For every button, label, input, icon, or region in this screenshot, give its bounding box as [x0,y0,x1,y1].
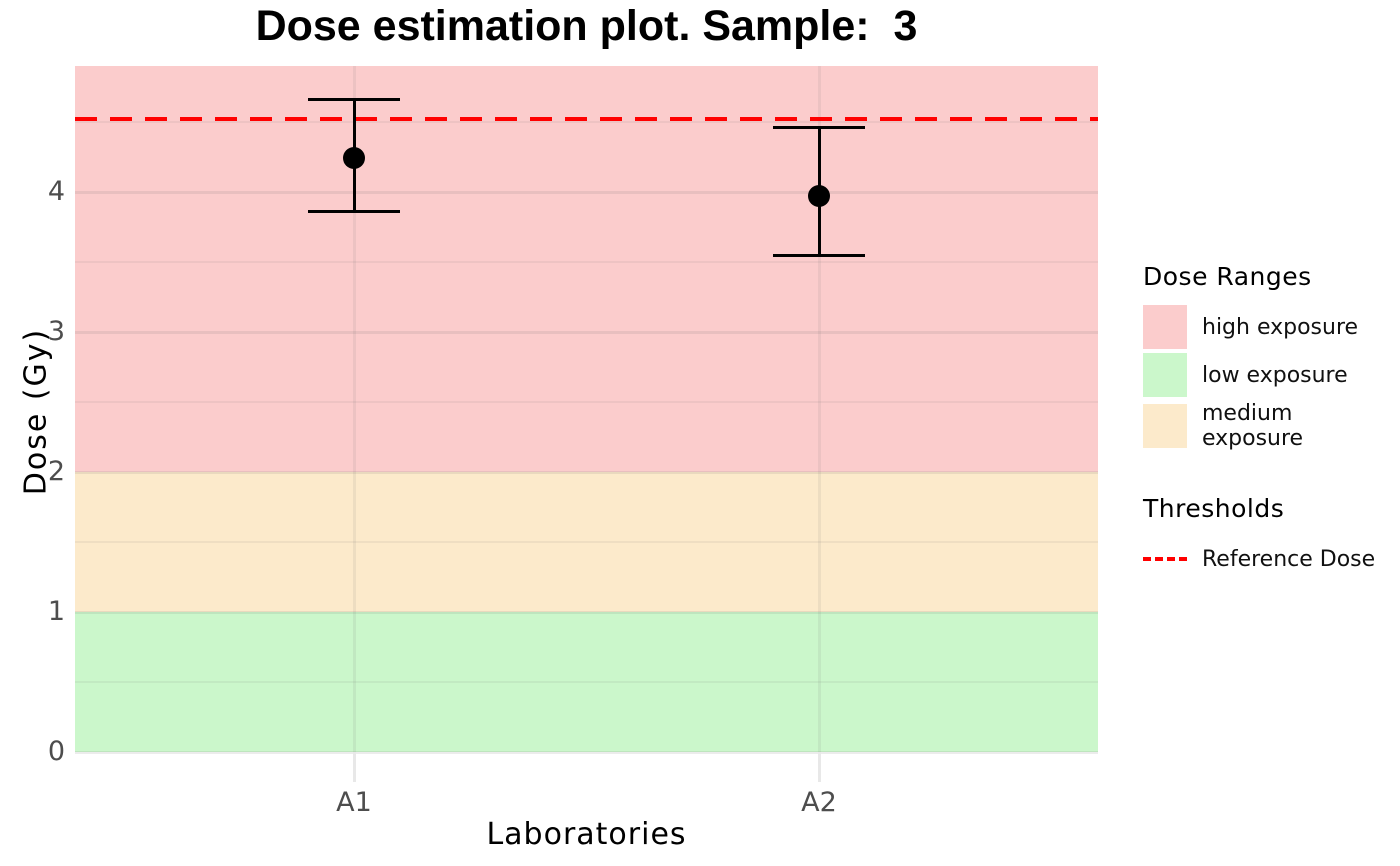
y-tick-label-1: 1 [47,596,65,627]
band-medium-exposure [75,472,1098,612]
legend-item-medium-exposure: medium exposure [1143,401,1400,451]
legend-swatch-high-exposure [1143,305,1187,349]
x-tick-label-A2: A2 [801,787,837,818]
legend-title-dose-ranges: Dose Ranges [1143,262,1312,291]
x-tick-mark-A1 [352,752,356,782]
minor-gridline-y-4.5 [75,121,1098,123]
legend-swatch-medium-exposure [1143,404,1187,448]
legend-item-Reference-Dose: Reference Dose [1143,537,1375,581]
error-bar-cap-bottom-A2 [773,253,865,257]
major-gridline-y-1 [75,610,1098,614]
major-gridline-x-A2 [817,66,821,752]
plot-panel [75,66,1098,754]
minor-gridline-y-1.5 [75,541,1098,543]
major-gridline-y-2 [75,470,1098,474]
reference-dose-key-line [1143,557,1187,561]
x-tick-mark-A2 [817,752,821,782]
legend-thresholds: Thresholds Reference Dose [1143,494,1375,585]
legend-item-label: high exposure [1202,314,1359,340]
legend-title-thresholds: Thresholds [1143,494,1285,523]
legend-item-low-exposure: low exposure [1143,353,1400,397]
major-gridline-y-0 [75,750,1098,754]
x-tick-label-A1: A1 [336,787,372,818]
threshold-items: Reference Dose [1143,537,1375,581]
legend-item-high-exposure: high exposure [1143,305,1400,349]
y-tick-label-4: 4 [47,176,65,207]
y-axis-title: Dose (Gy) [18,327,54,496]
reference-dose-line [75,117,1098,122]
legend-item-label: Reference Dose [1202,546,1376,572]
data-point-A1 [343,147,365,170]
chart-title: Dose estimation plot. Sample: 3 [255,2,918,50]
minor-gridline-y-0.5 [75,681,1098,683]
y-tick-label-2: 2 [47,456,65,487]
minor-gridline-y-3.5 [75,261,1098,263]
legend-dose-ranges: Dose Ranges high exposure low exposure med… [1143,262,1400,455]
legend-item-label: low exposure [1202,362,1348,388]
error-bar-cap-top-A2 [773,126,865,130]
error-bar-cap-top-A1 [308,98,400,102]
major-gridline-y-4 [75,190,1098,194]
legend-items: high exposure low exposure medium exposure [1143,305,1400,451]
data-point-A2 [808,185,830,208]
band-low-exposure [75,612,1098,752]
legend-key-Reference-Dose [1143,537,1187,581]
major-gridline-x-A1 [352,66,356,752]
y-tick-label-0: 0 [47,736,65,767]
x-axis-title: Laboratories [486,817,687,852]
band-high-exposure [75,66,1098,472]
legend-swatch-low-exposure [1143,353,1187,397]
y-tick-label-3: 3 [47,316,65,347]
major-gridline-y-3 [75,330,1098,334]
error-bar-cap-bottom-A1 [308,210,400,214]
legend-item-label: medium exposure [1202,401,1304,451]
minor-gridline-y-2.5 [75,401,1098,403]
